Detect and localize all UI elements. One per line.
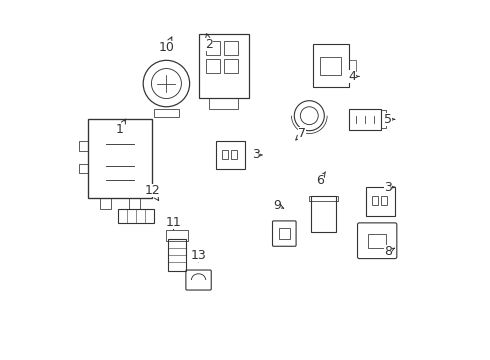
Text: 7: 7 <box>296 127 306 140</box>
Bar <box>206 41 220 55</box>
Bar <box>223 41 238 55</box>
Text: 10: 10 <box>158 37 174 54</box>
Bar <box>231 150 237 158</box>
Text: 9: 9 <box>273 198 284 212</box>
Bar <box>209 98 238 109</box>
Bar <box>223 59 238 73</box>
Text: 3: 3 <box>384 181 394 194</box>
Text: 3: 3 <box>252 148 263 162</box>
Bar <box>206 59 220 73</box>
Text: 4: 4 <box>348 70 359 83</box>
Text: 2: 2 <box>205 34 213 51</box>
Bar <box>79 164 88 173</box>
Bar <box>381 196 387 205</box>
Text: 8: 8 <box>384 245 394 258</box>
Bar <box>348 60 356 71</box>
Bar <box>79 141 88 152</box>
Bar <box>279 228 290 239</box>
Bar <box>154 109 179 117</box>
Bar <box>372 196 378 205</box>
Text: 11: 11 <box>166 216 181 229</box>
Text: 12: 12 <box>144 184 160 201</box>
Bar <box>309 196 338 202</box>
Bar <box>167 230 188 241</box>
Bar <box>129 198 140 208</box>
Text: 5: 5 <box>384 113 395 126</box>
Text: 1: 1 <box>116 119 125 136</box>
Bar <box>381 111 386 128</box>
Bar <box>222 150 228 158</box>
Text: 13: 13 <box>191 248 206 262</box>
Bar <box>320 57 342 75</box>
Bar <box>100 198 111 208</box>
Text: 6: 6 <box>316 172 325 186</box>
Bar <box>368 234 386 248</box>
